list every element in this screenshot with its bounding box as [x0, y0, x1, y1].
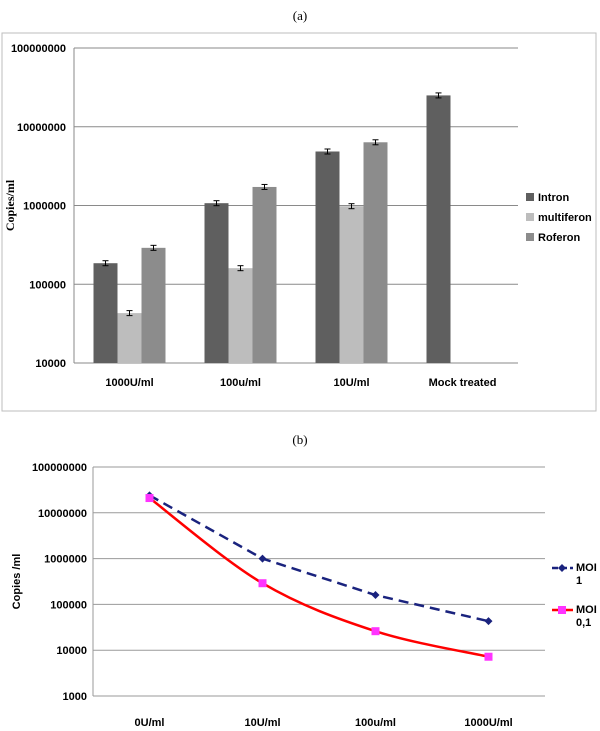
legend-label-roferon: Roferon — [538, 232, 580, 244]
data-point-diamond — [484, 617, 493, 626]
legend-label-line2: 1 — [576, 575, 582, 587]
data-point-square — [145, 494, 154, 503]
data-point-diamond — [258, 554, 267, 563]
panel-a-label: (a) — [292, 8, 308, 23]
bar-multiferon — [117, 313, 142, 363]
y-tick-label: 100000 — [29, 279, 66, 291]
legend-label-line1: MOI — [576, 604, 597, 616]
y-tick-label: 10000000 — [17, 122, 66, 134]
data-point-square — [258, 579, 267, 588]
series-line-0 — [148, 494, 489, 623]
bar-intron — [93, 263, 118, 363]
x-tick-label: Mock treated — [429, 377, 497, 389]
legend-label-intron: Intron — [538, 192, 569, 204]
y-tick-label: 100000 — [50, 599, 87, 611]
y-tick-label: 100000000 — [32, 462, 87, 474]
data-point-square — [371, 627, 380, 636]
x-tick-label: 0U/ml — [135, 717, 165, 729]
y-tick-label: 1000 — [63, 691, 87, 703]
series-line-1 — [148, 497, 489, 658]
data-point-diamond — [371, 591, 380, 600]
y-tick-label: 10000 — [56, 645, 87, 657]
y-tick-label: 10000 — [35, 358, 66, 370]
bar-intron — [204, 203, 229, 363]
y-tick-label: 1000000 — [23, 201, 66, 213]
bar-roferon — [141, 247, 166, 363]
chart-a: 10000 100000 1000000 10000000 100000000 Copie… — [1, 32, 597, 412]
legend-label-multiferon: multiferon — [538, 212, 592, 224]
bar-roferon — [363, 142, 388, 363]
legend-label-line2: 0,1 — [576, 617, 591, 629]
x-tick-label: 1000U/ml — [464, 717, 512, 729]
legend-swatch-multiferon — [526, 213, 534, 221]
x-tick-label: 100u/ml — [220, 377, 261, 389]
bar-intron — [426, 95, 451, 363]
y-tick-label: 1000000 — [44, 554, 87, 566]
legend-marker-diamond — [558, 564, 566, 572]
panel-b-label: (b) — [292, 432, 308, 447]
legend-swatch-intron — [526, 193, 534, 201]
y-tick-label: 10000000 — [38, 508, 87, 520]
data-point-square — [484, 652, 493, 661]
bar-multiferon — [228, 268, 253, 363]
x-tick-label: 1000U/ml — [105, 377, 153, 389]
x-tick-label: 10U/ml — [333, 377, 369, 389]
bar-multiferon — [339, 206, 364, 363]
y-axis-label: Copies /ml — [11, 554, 23, 610]
legend-swatch-roferon — [526, 233, 534, 241]
legend-label-line1: MOI — [576, 562, 597, 574]
bar-intron — [315, 151, 340, 363]
y-axis-label: Copies/ml — [3, 179, 17, 231]
chart-b: 1000 10000 100000 1000000 10000000 100000000 C… — [11, 462, 597, 729]
bar-roferon — [252, 186, 277, 363]
y-tick-label: 100000000 — [11, 43, 66, 55]
chart-a-frame — [1, 32, 597, 412]
x-tick-label: 10U/ml — [244, 717, 280, 729]
legend-marker-square — [558, 606, 566, 614]
x-tick-label: 100u/ml — [355, 717, 396, 729]
